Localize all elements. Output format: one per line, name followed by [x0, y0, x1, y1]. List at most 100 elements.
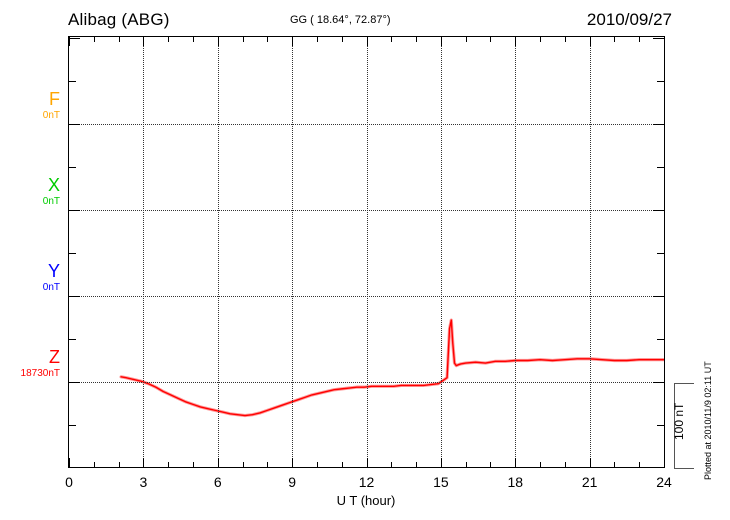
- x-axis-tick-top: [316, 37, 318, 42]
- x-axis-tick-top: [540, 37, 542, 42]
- x-axis-tick-bottom: [341, 462, 343, 467]
- x-axis-tick-top: [589, 37, 591, 46]
- y-axis-tick-right: [653, 210, 664, 211]
- x-axis-tick-label: 9: [288, 474, 297, 490]
- vertical-gridline: [217, 37, 219, 467]
- z-component-trace: [120, 319, 664, 417]
- observation-date: 2010/09/27: [586, 10, 672, 29]
- x-axis-tick-top: [267, 37, 269, 42]
- component-label-z: Z 18730nT: [21, 348, 60, 379]
- scale-bar-label: 100 nT: [672, 402, 686, 440]
- x-axis-tick-label: 12: [358, 474, 375, 490]
- baseline-gridline-z: [69, 382, 664, 383]
- x-axis-tick-bottom: [440, 458, 442, 467]
- component-baseline-value-z: 18730nT: [20, 368, 60, 379]
- x-axis-tick-label: 18: [507, 474, 524, 490]
- component-label-y: Y 0nT: [43, 262, 60, 293]
- x-axis-tick-bottom: [366, 458, 368, 467]
- x-axis-tick-label: 24: [656, 474, 672, 490]
- x-axis-tick-bottom: [69, 458, 70, 467]
- x-axis-tick-label: 6: [213, 474, 222, 490]
- plot-timestamp: Plotted at 2010/11/9 02:11 UT: [703, 361, 713, 480]
- x-axis-tick-top: [118, 37, 120, 42]
- x-axis-tick-bottom: [416, 462, 418, 467]
- y-axis-tick: [69, 296, 80, 297]
- x-axis-tick-bottom: [192, 462, 194, 467]
- scale-bar-line: [674, 383, 675, 469]
- y-axis-tick-right: [653, 124, 664, 125]
- x-axis-tick-top: [614, 37, 616, 42]
- x-axis-tick-top: [69, 37, 70, 46]
- x-axis-tick-bottom: [93, 462, 95, 467]
- x-axis-tick-bottom: [589, 458, 591, 467]
- x-axis-tick-bottom: [143, 458, 145, 467]
- scale-bar-cap-bottom: [674, 468, 694, 469]
- y-axis-tick: [69, 38, 80, 39]
- vertical-gridline: [440, 37, 442, 467]
- x-axis-tick-label: 3: [139, 474, 148, 490]
- x-axis-title: U T (hour): [336, 493, 396, 508]
- x-axis-tick-top: [391, 37, 393, 42]
- vertical-gridline: [366, 37, 368, 467]
- vertical-gridline: [292, 37, 294, 467]
- geographic-coordinates: GG ( 18.64°, 72.87°): [290, 14, 391, 26]
- x-axis-tick-top: [515, 37, 517, 46]
- x-axis-tick-bottom: [217, 458, 219, 467]
- scale-bar-cap-top: [674, 383, 694, 384]
- x-axis-tick-top: [242, 37, 244, 42]
- x-axis-tick-top: [292, 37, 294, 46]
- x-axis-tick-bottom: [490, 462, 492, 467]
- y-axis-tick-right: [657, 253, 664, 254]
- x-axis-tick-top: [465, 37, 467, 42]
- x-axis-tick-bottom: [515, 458, 517, 467]
- vertical-gridline: [515, 37, 517, 467]
- x-axis-tick-top: [490, 37, 492, 42]
- y-axis-tick-right: [657, 425, 664, 426]
- x-axis-tick-top: [341, 37, 343, 42]
- x-axis-tick-top: [192, 37, 194, 42]
- y-axis-tick-right: [657, 81, 664, 82]
- x-axis-tick-bottom: [316, 462, 318, 467]
- x-axis-tick-bottom: [118, 462, 120, 467]
- component-label-x: X 0nT: [43, 176, 60, 207]
- baseline-gridline-x: [69, 210, 664, 211]
- x-axis-tick-bottom: [540, 462, 542, 467]
- x-axis-tick-bottom: [242, 462, 244, 467]
- x-axis-tick-bottom: [639, 462, 641, 467]
- y-axis-tick: [69, 167, 76, 168]
- plot-frame: [68, 36, 665, 468]
- y-axis-tick: [69, 81, 76, 82]
- y-axis-tick-right: [657, 167, 664, 168]
- y-axis-tick: [69, 124, 80, 125]
- y-axis-tick: [69, 253, 76, 254]
- y-axis-tick: [69, 425, 76, 426]
- component-letter-f: F: [49, 89, 60, 109]
- x-axis-tick-label: 15: [433, 474, 449, 490]
- x-axis-tick-bottom: [292, 458, 294, 467]
- x-axis-tick-bottom: [267, 462, 269, 467]
- z-component-trace-halo: [119, 318, 664, 418]
- x-axis-tick-label: 0: [65, 474, 73, 490]
- x-axis-tick-top: [440, 37, 442, 46]
- x-axis-tick-bottom: [614, 462, 616, 467]
- y-axis-tick: [69, 339, 76, 340]
- baseline-gridline-f: [69, 124, 664, 125]
- y-axis-tick: [69, 382, 80, 383]
- x-axis-tick-top: [217, 37, 219, 46]
- y-axis-tick-right: [653, 38, 664, 39]
- component-baseline-value-x: 0nT: [42, 196, 60, 207]
- component-label-f: F 0nT: [43, 90, 60, 121]
- x-axis-tick-label: 21: [581, 474, 598, 490]
- y-axis-tick: [69, 210, 80, 211]
- x-axis-tick-top: [639, 37, 641, 42]
- x-axis-tick-top: [168, 37, 170, 42]
- component-letter-x: X: [47, 175, 60, 195]
- x-axis-tick-bottom: [465, 462, 467, 467]
- baseline-gridline-y: [69, 296, 664, 297]
- scale-bar: [674, 383, 700, 469]
- geo-coordinates-text: GG ( 18.64°, 72.87°): [290, 14, 391, 26]
- x-axis-tick-top: [564, 37, 566, 42]
- component-letter-z: Z: [49, 347, 60, 367]
- page-title: Alibag (ABG): [68, 10, 170, 29]
